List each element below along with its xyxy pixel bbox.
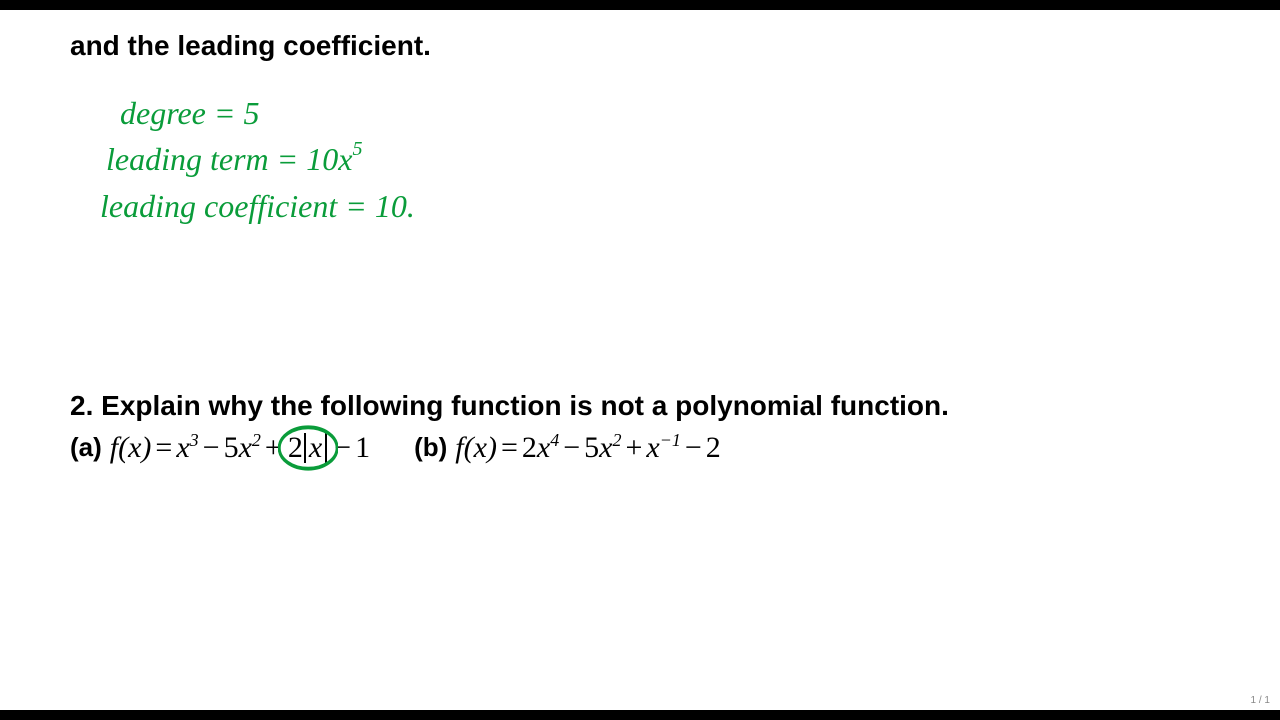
pa-term2: 5x2 [224,430,261,465]
pb-op3: − [685,431,702,465]
pb-op2: + [625,431,642,465]
pa-term1: x3 [176,430,198,465]
pa-circ-coef: 2 [288,431,303,464]
handwritten-answers: degree = 5 leading term = 10x5 leading c… [100,90,415,229]
question-2: 2. Explain why the following function is… [70,390,949,465]
pa-op3: − [334,431,351,465]
pa-t1-base: x [176,431,189,464]
pa-circ-var: x [309,431,322,464]
pb-t2-exp: 2 [612,430,621,450]
pb-eq: = [501,431,518,465]
page-indicator: 1 / 1 [1251,695,1270,706]
hw-lt-exp: 5 [352,138,362,160]
part-b: (b) f(x) = 2x4 − 5x2 + x−1 − 2 [414,430,721,465]
pb-t3-base: x [646,431,659,464]
pb-term4: 2 [706,431,721,465]
pb-lhs: f(x) [455,431,497,464]
part-a: (a) f(x) = x3 − 5x2 + 2x [70,430,370,465]
pa-t1-exp: 3 [190,430,199,450]
pa-t2-exp: 2 [252,430,261,450]
pa-t2-base: x [239,431,252,464]
hw-lt-base: 10x [306,141,352,177]
slide-content: and the leading coefficient. degree = 5 … [0,10,1280,710]
pb-t1-base: x [537,431,550,464]
pa-eq: = [155,431,172,465]
pa-op1: − [203,431,220,465]
hw-lc-lhs: leading coefficient = [100,188,367,224]
pa-lhs: f(x) [110,431,152,464]
pa-term4: 1 [355,431,370,465]
part-b-fn: f(x) [455,431,497,465]
pb-op1: − [563,431,580,465]
pb-t3-exp: −1 [660,430,681,450]
pb-term2: 5x2 [584,430,621,465]
pb-term3: x−1 [646,430,680,465]
pb-t2-coef: 5 [584,431,599,464]
hw-degree-rhs: 5 [243,95,259,131]
pa-circled-term: 2x [286,431,330,465]
question-text: Explain why the following function is no… [101,390,949,421]
part-a-label: (a) [70,432,102,463]
heading-fragment: and the leading coefficient. [70,30,431,62]
pb-t2-base: x [599,431,612,464]
question-prompt: 2. Explain why the following function is… [70,390,949,422]
pb-t1-coef: 2 [522,431,537,464]
hw-leading-coef-line: leading coefficient = 10. [100,183,415,229]
hw-degree-lhs: degree = [120,95,235,131]
hw-leading-term-line: leading term = 10x5 [106,136,415,182]
abs-value-bars: x [304,433,327,463]
question-number: 2. [70,390,93,421]
part-a-fn: f(x) [110,431,152,465]
hw-degree-line: degree = 5 [120,90,415,136]
hw-lt-lhs: leading term = [106,141,298,177]
pa-t2-coef: 5 [224,431,239,464]
pb-term1: 2x4 [522,430,559,465]
question-parts: (a) f(x) = x3 − 5x2 + 2x [70,430,949,465]
hw-lc-rhs: 10. [375,188,415,224]
pa-op2: + [265,431,282,465]
pb-t1-exp: 4 [550,430,559,450]
part-b-label: (b) [414,432,447,463]
